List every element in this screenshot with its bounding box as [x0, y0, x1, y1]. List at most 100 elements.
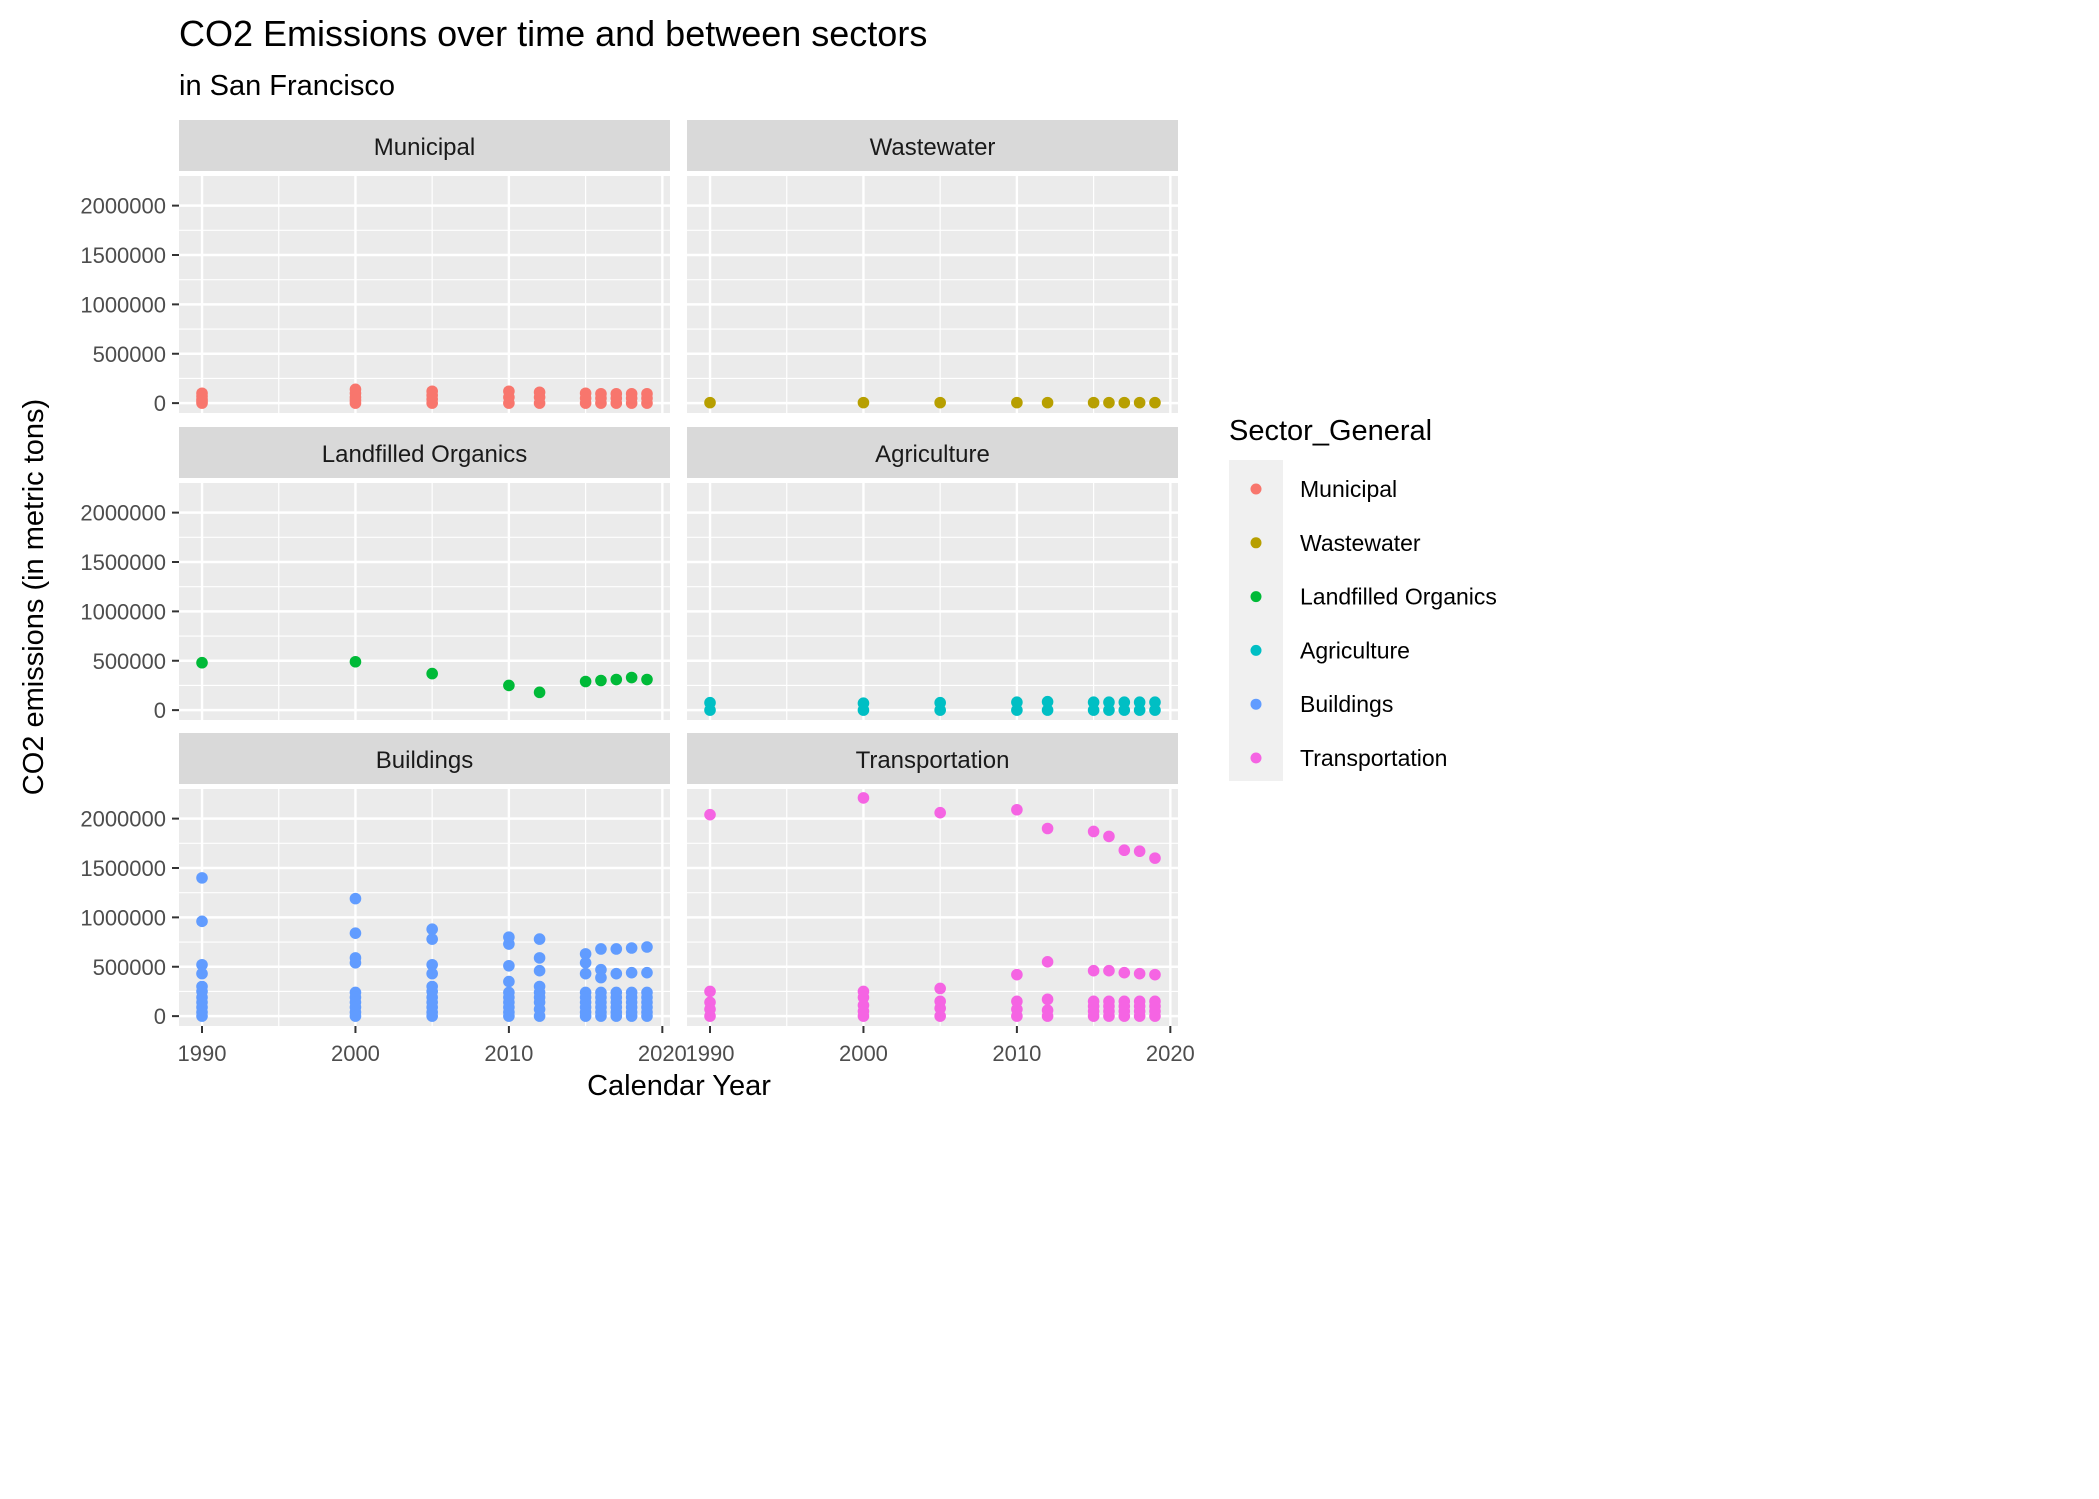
legend-key-dot: [1250, 752, 1262, 764]
data-point: [704, 396, 716, 409]
y-axis-title: CO2 emissions (in metric tons): [18, 399, 50, 795]
data-point: [579, 957, 592, 969]
data-point: [610, 943, 623, 955]
data-point: [196, 967, 208, 980]
data-point: [503, 959, 515, 972]
y-tick-label: 500000: [93, 342, 166, 367]
plot-background: [179, 483, 670, 720]
data-point: [1041, 822, 1054, 835]
facet-panel-wastewater: Wastewater: [687, 120, 1178, 413]
data-point: [533, 1010, 546, 1022]
legend: Sector_General Municipal Wastewater Landfi…: [1229, 415, 1497, 781]
data-point: [1133, 845, 1146, 858]
x-axis-title: Calendar Year: [587, 1070, 771, 1102]
data-point: [1149, 704, 1161, 716]
y-tick-label: 1000000: [80, 905, 166, 930]
data-point: [857, 1010, 870, 1022]
data-point: [704, 704, 716, 716]
data-point: [349, 397, 362, 409]
data-point: [625, 1010, 638, 1022]
legend-title: Sector_General: [1229, 415, 1432, 447]
data-point: [426, 667, 438, 680]
data-point: [579, 948, 592, 960]
legend-label: Municipal: [1300, 476, 1397, 502]
facet-panels: Municipal 0 500000 1000000 1500000 2000000 Was…: [80, 120, 1195, 1066]
data-point: [1011, 704, 1023, 716]
data-point: [704, 985, 716, 998]
data-point: [625, 397, 638, 409]
legend-key-dot: [1250, 537, 1262, 549]
facet-panel-buildings: Buildings 0 500000 1000000 1500000 2000000 199…: [80, 733, 687, 1066]
facet-panel-landfilled-organics: Landfilled Organics 0 500000 1000000 1500000…: [80, 427, 670, 723]
data-point: [1087, 396, 1100, 409]
data-point: [349, 927, 362, 939]
data-point: [857, 792, 870, 804]
plot-background: [687, 176, 1178, 413]
data-point: [1118, 396, 1131, 409]
data-point: [704, 808, 716, 821]
x-tick-label: 2000: [839, 1041, 888, 1066]
plot-background: [687, 789, 1178, 1026]
data-point: [1149, 1010, 1161, 1022]
data-point: [1087, 964, 1100, 977]
data-point: [349, 957, 362, 969]
data-point: [533, 952, 546, 964]
faceted-scatter-chart: CO2 Emissions over time and between sect…: [18, 13, 1497, 1102]
data-point: [349, 892, 362, 905]
data-point: [196, 915, 208, 928]
data-point: [595, 397, 607, 409]
legend-label: Wastewater: [1300, 530, 1421, 556]
data-point: [610, 967, 623, 980]
facet-strip: [179, 733, 670, 784]
x-tick-label: 2020: [1146, 1041, 1195, 1066]
data-point: [610, 1010, 623, 1022]
data-point: [1011, 968, 1023, 981]
y-tick-label: 0: [154, 698, 166, 723]
data-point: [934, 806, 946, 819]
data-point: [625, 942, 638, 954]
data-point: [625, 671, 638, 684]
x-tick-label: 1990: [178, 1041, 227, 1066]
legend-key-background: [1229, 460, 1283, 781]
data-point: [1103, 396, 1115, 409]
data-point: [1087, 825, 1100, 838]
data-point: [503, 679, 515, 692]
plot-background: [179, 789, 670, 1026]
data-point: [1011, 1010, 1023, 1022]
data-point: [857, 396, 870, 409]
data-point: [595, 943, 607, 955]
data-point: [426, 397, 438, 409]
data-point: [1087, 704, 1100, 716]
facet-strip: [179, 427, 670, 478]
data-point: [196, 397, 208, 409]
y-tick-label: 1000000: [80, 292, 166, 317]
data-point: [1041, 956, 1054, 968]
facet-panel-agriculture: Agriculture: [687, 427, 1178, 720]
facet-strip: [687, 120, 1178, 171]
data-point: [1041, 396, 1054, 409]
data-point: [641, 1010, 653, 1022]
data-point: [579, 397, 592, 409]
x-tick-label: 2010: [484, 1041, 533, 1066]
facet-panel-transportation: Transportation 1990 2000 2010 2020: [686, 733, 1195, 1066]
y-tick-label: 0: [154, 391, 166, 416]
data-point: [533, 686, 546, 699]
data-point: [1103, 964, 1115, 977]
legend-label: Buildings: [1300, 691, 1393, 717]
data-point: [641, 397, 653, 409]
data-point: [533, 933, 546, 945]
chart-title: CO2 Emissions over time and between sect…: [179, 13, 927, 54]
data-point: [426, 1010, 438, 1022]
facet-strip: [687, 427, 1178, 478]
data-point: [349, 655, 362, 668]
y-tick-label: 1000000: [80, 599, 166, 624]
data-point: [1133, 704, 1146, 716]
data-point: [934, 982, 946, 995]
y-tick-label: 0: [154, 1004, 166, 1029]
legend-key-dot: [1250, 698, 1262, 710]
data-point: [1011, 396, 1023, 409]
data-point: [641, 966, 653, 979]
y-tick-label: 1500000: [80, 856, 166, 881]
facet-strip: [179, 120, 670, 171]
y-tick-label: 2000000: [80, 807, 166, 832]
